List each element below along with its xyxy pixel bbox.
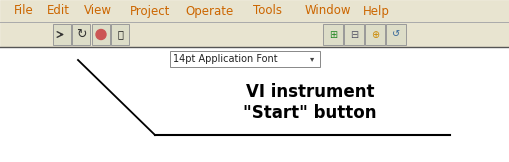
- Text: Edit: Edit: [47, 5, 70, 17]
- Text: ⊟: ⊟: [350, 29, 358, 40]
- Text: Window: Window: [305, 5, 352, 17]
- Text: 14pt Application Font: 14pt Application Font: [173, 54, 277, 64]
- Bar: [72, 24, 90, 45]
- Bar: [111, 24, 129, 45]
- Text: "Start" button: "Start" button: [243, 104, 377, 122]
- Bar: [0, 22, 509, 47]
- Bar: [344, 24, 364, 45]
- Bar: [0, 0, 509, 22]
- Text: ↺: ↺: [392, 29, 400, 40]
- Text: Project: Project: [130, 5, 171, 17]
- Text: Tools: Tools: [253, 5, 282, 17]
- Bar: [92, 24, 110, 45]
- Text: ⊕: ⊕: [371, 29, 379, 40]
- Bar: [365, 24, 385, 45]
- Text: VI instrument: VI instrument: [246, 83, 374, 101]
- Bar: [386, 24, 406, 45]
- Text: ⊞: ⊞: [329, 29, 337, 40]
- Text: ▾: ▾: [310, 54, 314, 64]
- Bar: [323, 24, 343, 45]
- Text: Help: Help: [363, 5, 390, 17]
- Text: Operate: Operate: [185, 5, 233, 17]
- Text: File: File: [14, 5, 34, 17]
- Bar: [53, 24, 71, 45]
- Bar: [170, 51, 320, 67]
- Text: ↻: ↻: [76, 28, 86, 41]
- Text: ⏸: ⏸: [117, 29, 123, 40]
- Circle shape: [96, 29, 106, 40]
- Text: View: View: [84, 5, 112, 17]
